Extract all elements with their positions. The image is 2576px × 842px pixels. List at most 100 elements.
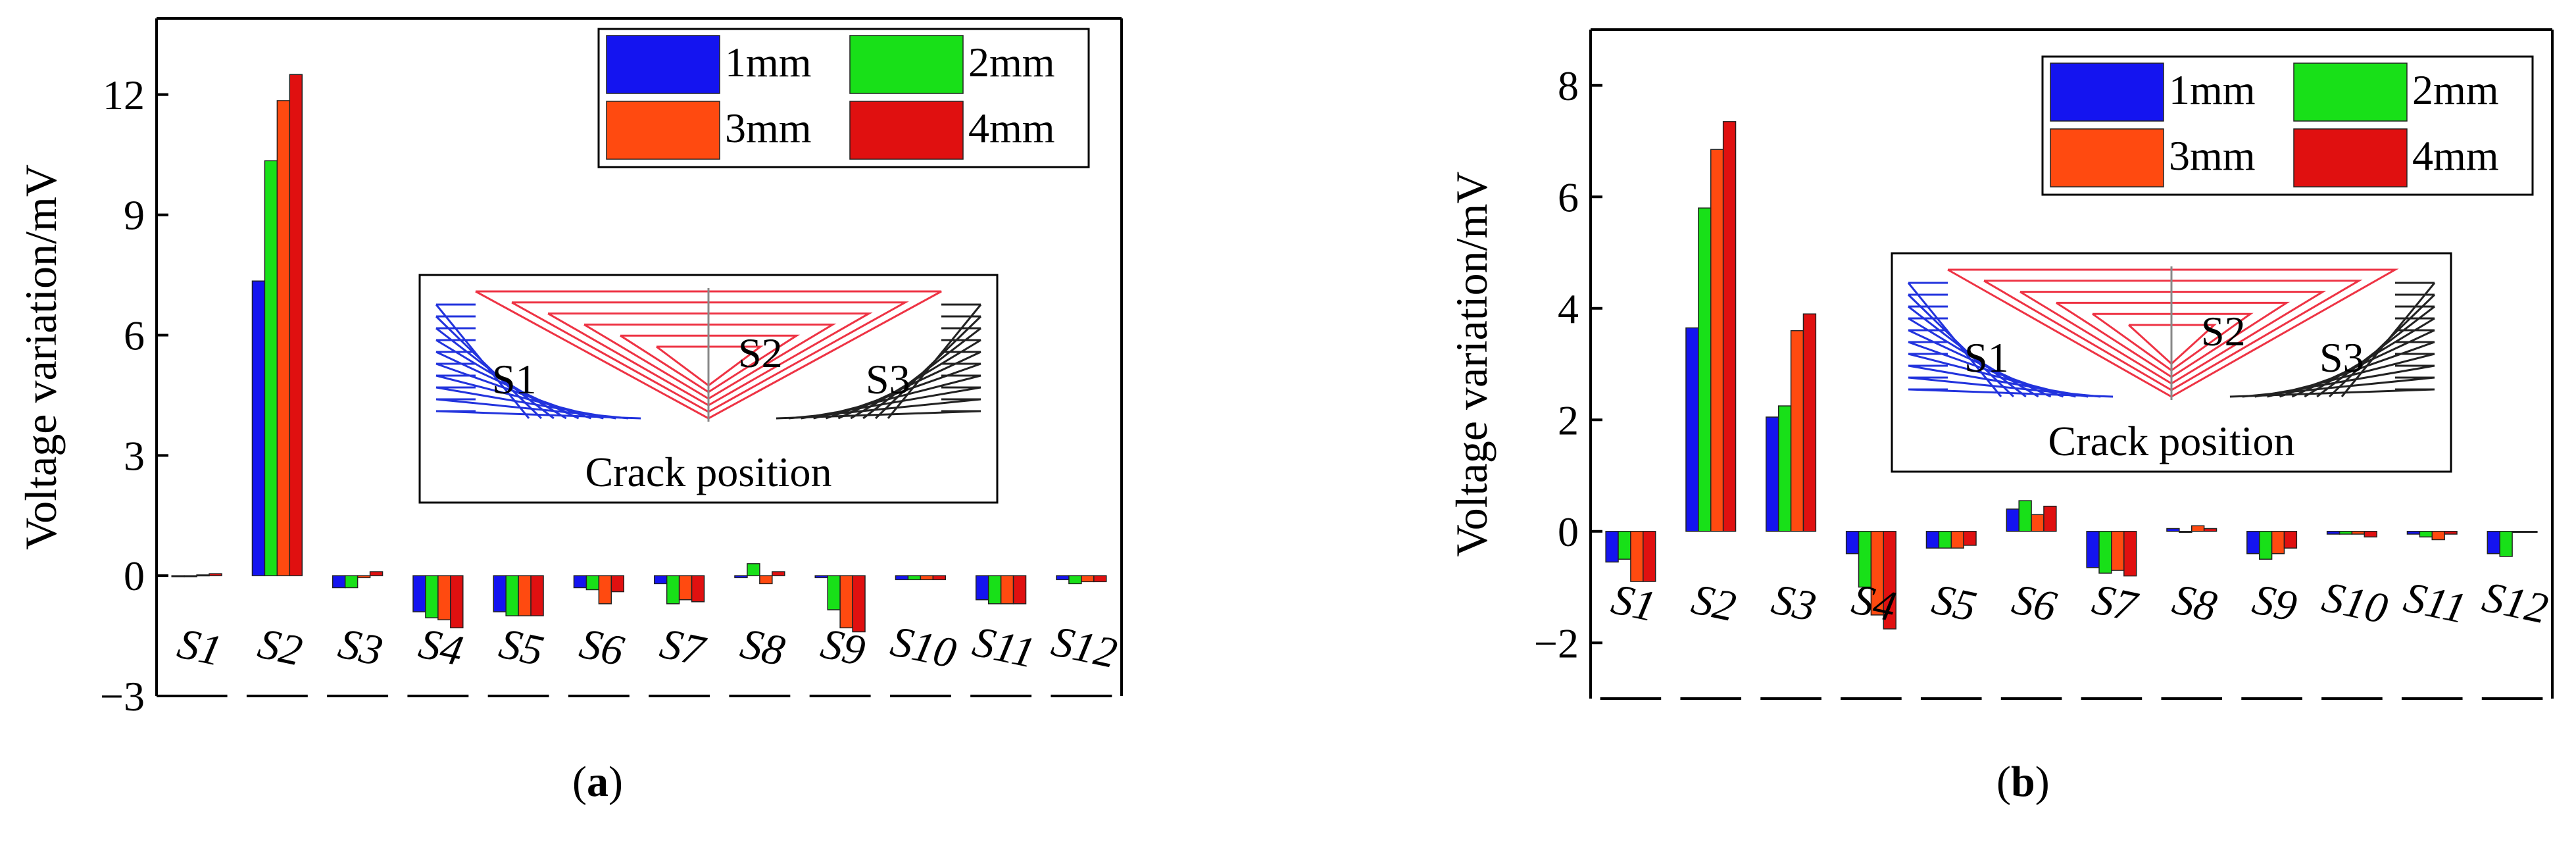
- bar-3mm-S4: [437, 575, 451, 620]
- bar-1mm-S11: [2406, 531, 2421, 535]
- bar-4mm-S4: [1883, 531, 1896, 630]
- inset-label-s1: S1: [492, 356, 537, 403]
- bar-2mm-S9: [827, 575, 841, 610]
- inset-s1-line: [435, 410, 641, 420]
- x-category-label: S2: [254, 620, 307, 676]
- x-category-label: S1: [1608, 575, 1660, 631]
- bar-3mm-S11: [1000, 575, 1014, 605]
- bar-4mm-S3: [1802, 313, 1817, 532]
- bar-1mm-S5: [493, 575, 507, 612]
- bar-2mm-S12: [1068, 575, 1082, 585]
- inset-label-s3: S3: [866, 356, 910, 403]
- series-2mm: [1618, 207, 2513, 588]
- legend-swatch-4mm: [849, 101, 964, 160]
- panel-caption: (a): [572, 758, 623, 806]
- bar-3mm-S3: [357, 575, 371, 578]
- inset-title: Crack position: [2048, 418, 2294, 464]
- bar-1mm-S12: [2487, 531, 2500, 555]
- bar-2mm-S11: [987, 575, 1002, 605]
- x-category-label: S5: [495, 620, 548, 676]
- bar-4mm-S8: [772, 571, 785, 576]
- legend-label-3mm: 3mm: [725, 105, 812, 151]
- legend-swatch-2mm: [849, 35, 964, 94]
- bar-2mm-S3: [1777, 405, 1792, 532]
- inset-s1-pattern: [1907, 282, 2114, 398]
- x-category-label: S8: [736, 620, 789, 676]
- legend-label-2mm: 2mm: [2412, 66, 2499, 113]
- caption-open: (: [572, 758, 587, 806]
- bar-4mm-S7: [691, 575, 705, 603]
- bar-1mm-S2: [251, 280, 266, 576]
- inset-label-s2: S2: [2201, 308, 2246, 355]
- x-category-label: S3: [334, 620, 387, 676]
- y-axis-title: Voltage variation/mV: [16, 164, 66, 550]
- bar-3mm-S2: [276, 100, 291, 576]
- bar-1mm-S8: [734, 575, 748, 578]
- y-tick-label: 3: [124, 432, 145, 479]
- series-1mm: [171, 280, 1070, 612]
- chart-panel-a: −3 0 3 6 9 12 Voltage variation/mV S1 S2 S3 S4 S5 S6…: [16, 17, 1123, 806]
- y-tick-label: 6: [124, 312, 145, 359]
- caption-letter: b: [2011, 758, 2035, 806]
- legend-swatch-1mm: [606, 35, 720, 94]
- legend-label-2mm: 2mm: [968, 39, 1055, 86]
- bar-4mm-S6: [610, 575, 625, 593]
- bar-4mm-S9: [852, 575, 866, 633]
- x-category-label: S4: [414, 620, 467, 676]
- bar-4mm-S2: [289, 74, 303, 576]
- bar-3mm-S7: [678, 575, 693, 601]
- bar-3mm-S3: [1790, 330, 1804, 532]
- series-4mm: [1643, 121, 2538, 630]
- chart-panel-b: −2 0 2 4 6 8 Voltage variation/mV S1 S2 S3 S4 S5 S6 S…: [1447, 28, 2554, 806]
- y-tick-label: 2: [1558, 397, 1579, 443]
- x-category-label: S9: [2248, 575, 2301, 631]
- bar-3mm-S7: [2111, 531, 2125, 571]
- inset-label-s1: S1: [1964, 334, 2009, 381]
- bar-3mm-S10: [920, 575, 934, 581]
- bar-4mm-S1: [209, 573, 222, 576]
- bar-1mm-S12: [1056, 575, 1070, 581]
- bar-2mm-S12: [2499, 531, 2513, 557]
- bar-4mm-S12: [2524, 531, 2538, 533]
- bar-2mm-S8: [2179, 531, 2192, 533]
- x-category-label: S10: [2318, 573, 2392, 633]
- bar-1mm-S1: [1605, 531, 1619, 563]
- y-tick-label: 12: [103, 72, 145, 118]
- bar-4mm-S12: [1093, 575, 1107, 583]
- bar-1mm-S4: [1845, 531, 1860, 555]
- x-category-label: S8: [2168, 575, 2221, 631]
- bar-1mm-S9: [2246, 531, 2260, 555]
- bar-1mm-S11: [975, 575, 989, 601]
- bar-2mm-S10: [2339, 531, 2353, 535]
- bar-4mm-S5: [530, 575, 544, 616]
- bar-2mm-S7: [666, 575, 680, 605]
- bar-3mm-S10: [2351, 531, 2365, 535]
- caption-letter: a: [587, 758, 608, 806]
- y-tick-label: −2: [1534, 620, 1579, 666]
- bar-4mm-S10: [932, 575, 947, 581]
- bar-4mm-S9: [2283, 531, 2298, 549]
- bar-3mm-S9: [2271, 531, 2285, 555]
- bar-1mm-S8: [2166, 528, 2180, 532]
- caption-open: (: [1996, 758, 2011, 806]
- panel-caption: (b): [1996, 758, 2050, 806]
- bar-4mm-S5: [1963, 531, 1977, 546]
- x-category-label: S4: [1848, 575, 1900, 631]
- y-tick-label: 9: [124, 192, 145, 239]
- y-tick-label: 6: [1558, 174, 1579, 220]
- inset-s3-line: [788, 398, 981, 420]
- x-category-label: S12: [1047, 617, 1121, 678]
- bar-4mm-S2: [1722, 121, 1737, 532]
- inset-diagram: S1 S2 S3 Crack position: [1891, 252, 2452, 473]
- bar-3mm-S6: [598, 575, 612, 605]
- x-category-label: S5: [1928, 575, 1981, 631]
- legend-swatch-3mm: [2050, 128, 2164, 187]
- bar-2mm-S5: [1938, 531, 1952, 549]
- inset-s3-line: [2242, 376, 2435, 398]
- x-category-label: S6: [576, 620, 628, 676]
- y-tick-label: 0: [1558, 508, 1579, 555]
- series-3mm: [196, 100, 1095, 629]
- legend-swatch-2mm: [2293, 62, 2408, 122]
- bar-3mm-S2: [1710, 149, 1724, 532]
